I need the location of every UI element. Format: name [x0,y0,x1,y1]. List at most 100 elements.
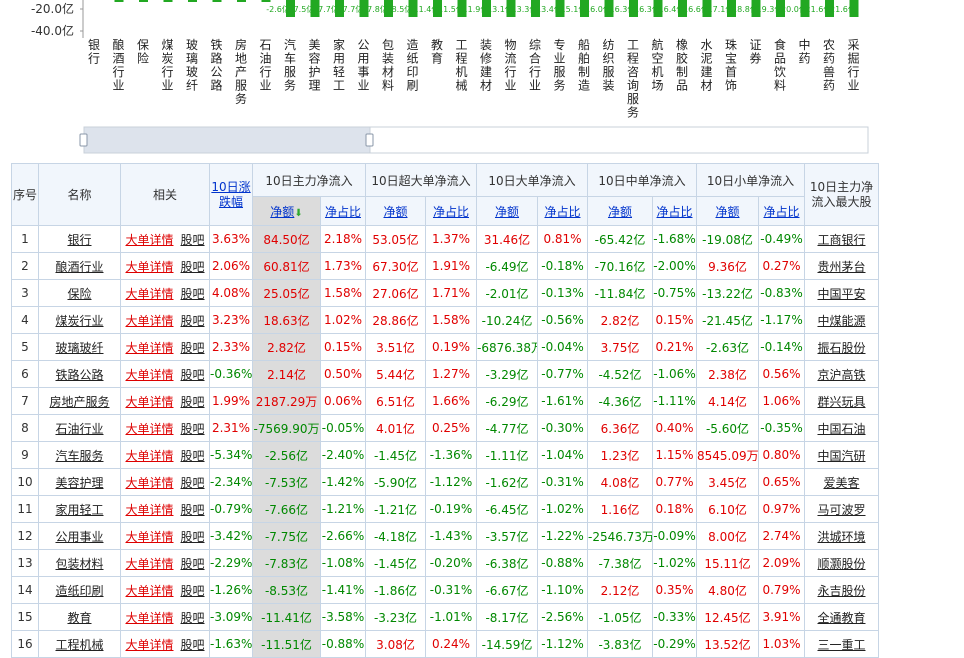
header-super-amount[interactable]: 净额 [365,196,426,226]
max-inflow-stock-link[interactable]: 中国石油 [817,421,866,436]
sort-link-main-ratio[interactable]: 净占比 [324,204,361,219]
sector-name-link[interactable]: 家用轻工 [55,502,104,517]
sector-name-link[interactable]: 教育 [67,610,92,625]
max-inflow-stock-link[interactable]: 顺灏股份 [817,556,866,571]
max-inflow-stock-link[interactable]: 永吉股份 [817,583,866,598]
header-large-ratio[interactable]: 净占比 [537,196,588,226]
max-inflow-stock-link[interactable]: 全通教育 [817,610,866,625]
max-inflow-stock-link[interactable]: 中煤能源 [817,313,866,328]
max-inflow-stock-link[interactable]: 群兴玩具 [817,394,866,409]
big-order-detail-link[interactable]: 大单详情 [125,637,174,652]
sector-name-link[interactable]: 房地产服务 [49,394,110,409]
sector-name-link[interactable]: 铁路公路 [55,367,104,382]
range-slider-selection[interactable] [83,126,371,154]
max-inflow-stock-link[interactable]: 洪城环境 [817,529,866,544]
max-inflow-stock-link[interactable]: 工商银行 [817,232,866,247]
cell-md: -7.38亿 [587,549,653,577]
sector-name-link[interactable]: 工程机械 [55,637,104,652]
big-order-detail-link[interactable]: 大单详情 [125,610,174,625]
sector-name-link[interactable]: 汽车服务 [55,448,104,463]
stock-forum-link[interactable]: 股吧 [180,421,205,436]
range-slider-right-handle[interactable] [365,133,374,147]
big-order-detail-link[interactable]: 大单详情 [125,259,174,274]
big-order-detail-link[interactable]: 大单详情 [125,367,174,382]
sector-name-link[interactable]: 保险 [67,286,92,301]
cell-m: 18.63亿 [252,306,321,334]
sector-name-link[interactable]: 美容护理 [55,475,104,490]
cell-sr: -0.31% [425,576,477,604]
sort-link-large-amount[interactable]: 净额 [494,204,519,219]
header-super-ratio[interactable]: 净占比 [425,196,477,226]
sector-name-link[interactable]: 包装材料 [55,556,104,571]
sector-name-link[interactable]: 石油行业 [55,421,104,436]
big-order-detail-link[interactable]: 大单详情 [125,502,174,517]
stock-forum-link[interactable]: 股吧 [180,637,205,652]
stock-forum-link[interactable]: 股吧 [180,529,205,544]
big-order-detail-link[interactable]: 大单详情 [125,448,174,463]
sort-link-small-ratio[interactable]: 净占比 [763,204,800,219]
big-order-detail-link[interactable]: 大单详情 [125,286,174,301]
big-order-detail-link[interactable]: 大单详情 [125,421,174,436]
sort-link-super-amount[interactable]: 净额 [383,204,408,219]
big-order-detail-link[interactable]: 大单详情 [125,394,174,409]
header-medium-ratio[interactable]: 净占比 [652,196,697,226]
header-small-ratio[interactable]: 净占比 [758,196,805,226]
stock-forum-link[interactable]: 股吧 [180,475,205,490]
max-inflow-stock-link[interactable]: 振石股份 [817,340,866,355]
stock-forum-link[interactable]: 股吧 [180,232,205,247]
sort-link-super-ratio[interactable]: 净占比 [432,204,469,219]
sort-link-small-amount[interactable]: 净额 [715,204,740,219]
max-inflow-stock-link[interactable]: 中国平安 [817,286,866,301]
stock-forum-link[interactable]: 股吧 [180,583,205,598]
cell-chg: -0.79% [209,495,253,523]
max-inflow-stock-link[interactable]: 三一重工 [817,637,866,652]
sector-name-link[interactable]: 酿酒行业 [55,259,104,274]
sector-name-link[interactable]: 玻璃玻纤 [55,340,104,355]
big-order-detail-link[interactable]: 大单详情 [125,232,174,247]
sort-link-medium-amount[interactable]: 净额 [607,204,632,219]
stock-forum-link[interactable]: 股吧 [180,448,205,463]
sort-link-change-10d[interactable]: 10日涨跌幅 [211,179,251,209]
big-order-detail-link[interactable]: 大单详情 [125,529,174,544]
range-slider-left-handle[interactable] [79,133,88,147]
stock-forum-link[interactable]: 股吧 [180,340,205,355]
sort-link-medium-ratio[interactable]: 净占比 [656,204,693,219]
big-order-detail-link[interactable]: 大单详情 [125,313,174,328]
max-inflow-stock-link[interactable]: 马可波罗 [817,502,866,517]
header-main-ratio[interactable]: 净占比 [320,196,366,226]
header-large-amount[interactable]: 净额 [476,196,538,226]
header-change-10d[interactable]: 10日涨跌幅 [209,163,253,226]
stock-forum-link[interactable]: 股吧 [180,367,205,382]
stock-forum-link[interactable]: 股吧 [180,259,205,274]
big-order-detail-link[interactable]: 大单详情 [125,556,174,571]
sort-link-main-amount[interactable]: 净额 [270,204,295,219]
max-inflow-stock-link[interactable]: 贵州茅台 [817,259,866,274]
stock-forum-link[interactable]: 股吧 [180,502,205,517]
cell-md: -70.16亿 [587,252,653,280]
max-inflow-stock-link[interactable]: 爱美客 [823,475,860,490]
sector-name-link[interactable]: 公用事业 [55,529,104,544]
stock-forum-link[interactable]: 股吧 [180,394,205,409]
x-category-label: 采掘行业 [847,38,859,93]
cell-sm: 2.38亿 [696,360,759,388]
sector-name-link[interactable]: 造纸印刷 [55,583,104,598]
cell-md: 1.16亿 [587,495,653,523]
stock-forum-link[interactable]: 股吧 [180,556,205,571]
stock-forum-link[interactable]: 股吧 [180,313,205,328]
sector-name-link[interactable]: 煤炭行业 [55,313,104,328]
big-order-detail-link[interactable]: 大单详情 [125,340,174,355]
header-main-amount[interactable]: 净额⬇ [252,196,321,226]
sort-link-large-ratio[interactable]: 净占比 [544,204,581,219]
stock-forum-link[interactable]: 股吧 [180,610,205,625]
max-inflow-stock-link[interactable]: 京沪高铁 [817,367,866,382]
header-small-amount[interactable]: 净额 [696,196,759,226]
sector-name-link[interactable]: 银行 [67,232,92,247]
cell-mr: -1.08% [320,549,366,577]
bar-value-label: -21.6亿 [803,4,832,14]
max-inflow-stock-link[interactable]: 中国汽研 [817,448,866,463]
stock-forum-link[interactable]: 股吧 [180,286,205,301]
header-medium-amount[interactable]: 净额 [587,196,653,226]
big-order-detail-link[interactable]: 大单详情 [125,475,174,490]
cell-l: -6.67亿 [476,576,538,604]
big-order-detail-link[interactable]: 大单详情 [125,583,174,598]
